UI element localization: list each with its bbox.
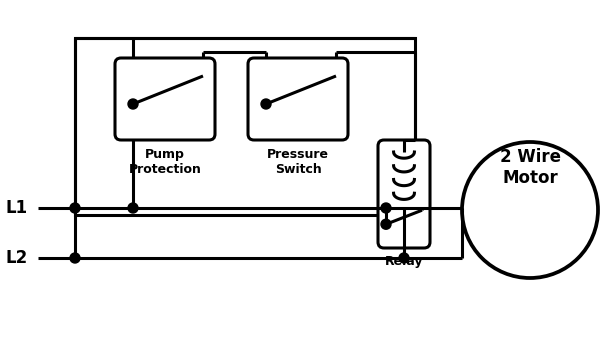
Circle shape xyxy=(381,219,391,229)
FancyBboxPatch shape xyxy=(378,140,430,248)
Text: Pressure
Switch: Pressure Switch xyxy=(267,148,329,176)
Circle shape xyxy=(381,203,391,213)
Text: Relay: Relay xyxy=(385,255,423,268)
Circle shape xyxy=(261,99,271,109)
FancyBboxPatch shape xyxy=(248,58,348,140)
FancyBboxPatch shape xyxy=(115,58,215,140)
Circle shape xyxy=(399,253,409,263)
Circle shape xyxy=(128,203,138,213)
Text: L2: L2 xyxy=(6,249,28,267)
Text: 2 Wire
Motor: 2 Wire Motor xyxy=(499,148,560,187)
Circle shape xyxy=(70,203,80,213)
Bar xyxy=(75,38,415,215)
Circle shape xyxy=(128,99,138,109)
Text: Pump
Protection: Pump Protection xyxy=(129,148,202,176)
Circle shape xyxy=(70,253,80,263)
Text: L1: L1 xyxy=(6,199,28,217)
